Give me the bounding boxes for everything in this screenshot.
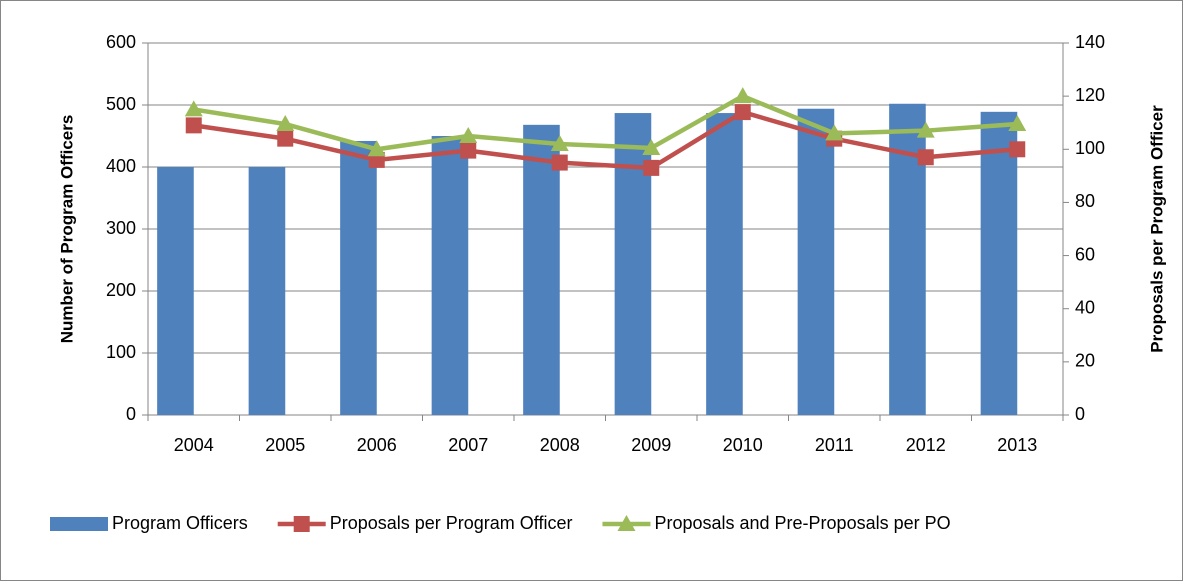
marker bbox=[1009, 141, 1026, 158]
marker bbox=[367, 140, 386, 157]
y2-tick-label: 120 bbox=[1075, 85, 1105, 105]
line bbox=[193, 109, 1018, 171]
bar bbox=[431, 136, 469, 415]
y2-tick-label: 20 bbox=[1075, 351, 1095, 371]
legend-label: Proposals per Program Officer bbox=[330, 513, 573, 533]
y-tick-label: 400 bbox=[106, 156, 136, 176]
legend-marker bbox=[293, 516, 310, 532]
bar bbox=[614, 113, 652, 415]
marker bbox=[734, 104, 751, 121]
bar bbox=[706, 113, 743, 415]
marker bbox=[733, 87, 752, 104]
x-tick-label: 2007 bbox=[448, 435, 488, 455]
y2-tick-label: 60 bbox=[1075, 244, 1095, 264]
marker bbox=[1008, 115, 1027, 132]
x-tick-label: 2005 bbox=[265, 435, 305, 455]
y2-tick-label: 140 bbox=[1075, 32, 1105, 52]
bar bbox=[340, 140, 377, 415]
y-tick-label: 0 bbox=[126, 404, 136, 424]
marker bbox=[185, 117, 202, 134]
x-tick-label: 2011 bbox=[815, 435, 854, 455]
bar bbox=[248, 167, 286, 415]
marker bbox=[551, 154, 568, 171]
legend-label: Program Officers bbox=[112, 513, 248, 533]
y2-tick-label: 40 bbox=[1075, 297, 1095, 317]
x-tick-label: 2013 bbox=[997, 435, 1037, 455]
legend-swatch bbox=[50, 517, 108, 531]
legend-marker bbox=[617, 515, 636, 531]
bar bbox=[980, 111, 1018, 415]
y-tick-label: 600 bbox=[106, 32, 136, 52]
y2-axis-title: Proposals per Program Officer bbox=[1147, 105, 1166, 353]
marker bbox=[550, 134, 569, 151]
marker bbox=[642, 138, 661, 155]
marker bbox=[917, 149, 934, 166]
x-tick-label: 2012 bbox=[906, 435, 946, 455]
y-tick-label: 500 bbox=[106, 94, 136, 114]
x-tick-label: 2010 bbox=[723, 435, 763, 455]
legend-label: Proposals and Pre-Proposals per PO bbox=[654, 513, 950, 533]
y-tick-label: 100 bbox=[106, 342, 136, 362]
y-tick-label: 200 bbox=[106, 280, 136, 300]
y-tick-label: 300 bbox=[106, 218, 136, 238]
marker bbox=[459, 127, 478, 143]
y2-tick-label: 0 bbox=[1075, 404, 1085, 424]
marker bbox=[460, 142, 477, 159]
x-tick-label: 2009 bbox=[631, 435, 671, 455]
marker bbox=[276, 115, 295, 132]
marker bbox=[277, 130, 294, 147]
y2-tick-label: 80 bbox=[1075, 191, 1095, 211]
marker bbox=[916, 121, 935, 138]
x-tick-label: 2008 bbox=[540, 435, 580, 455]
line bbox=[193, 93, 1018, 152]
marker bbox=[825, 124, 844, 141]
x-tick-label: 2006 bbox=[357, 435, 397, 455]
y-axis-title: Number of Program Officers bbox=[57, 115, 76, 344]
marker bbox=[643, 159, 660, 176]
y2-tick-label: 100 bbox=[1075, 138, 1105, 158]
marker bbox=[184, 100, 203, 117]
bar bbox=[157, 167, 194, 415]
bar bbox=[797, 108, 835, 415]
bar bbox=[523, 124, 560, 415]
x-tick-label: 2004 bbox=[174, 435, 214, 455]
